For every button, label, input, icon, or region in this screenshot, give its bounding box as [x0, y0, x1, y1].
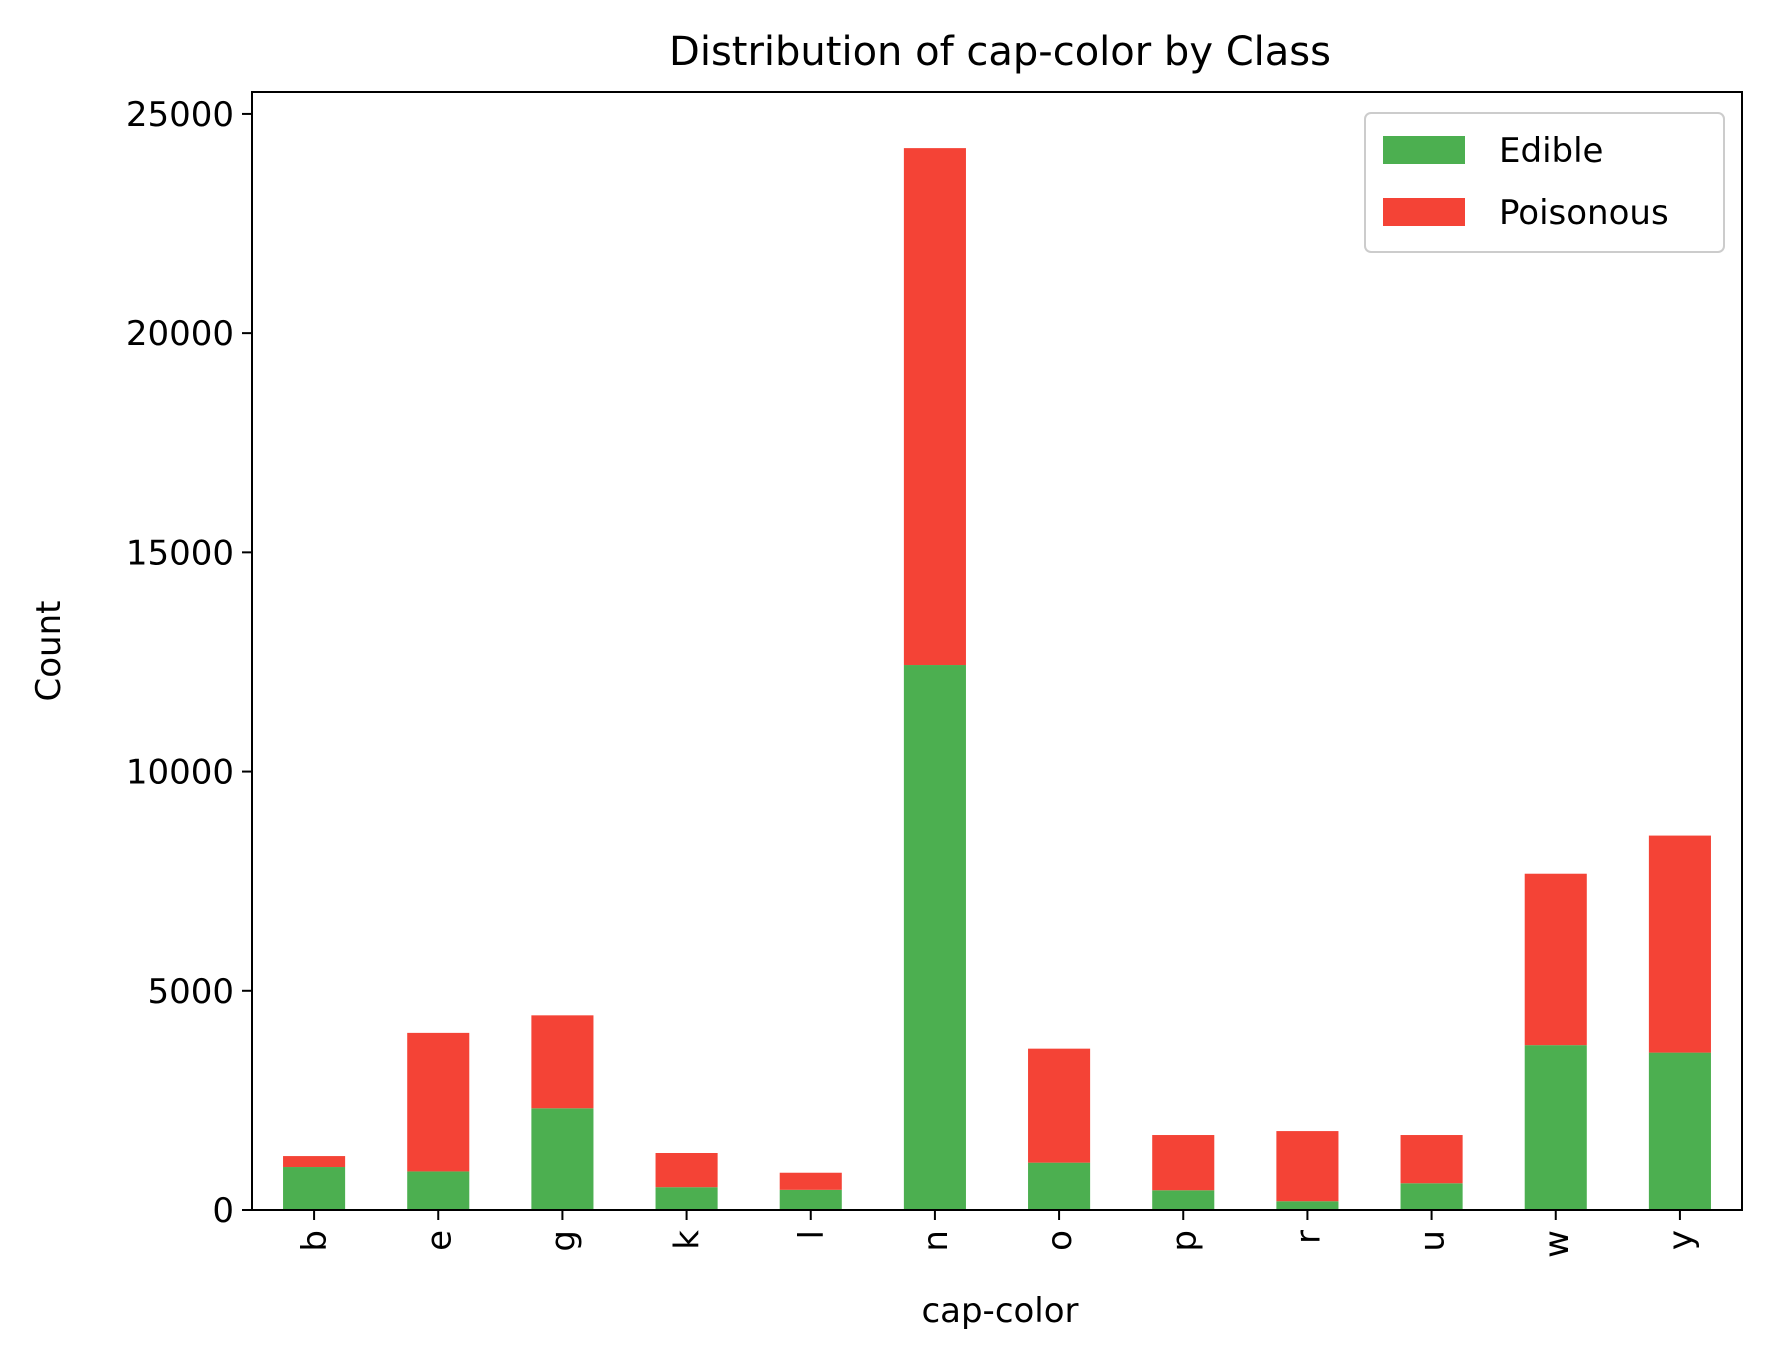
legend-swatch-poisonous	[1383, 198, 1465, 226]
y-tick-label: 15000	[126, 533, 234, 573]
x-tick-label-p: p	[1164, 1230, 1204, 1252]
bar-edible-u	[1400, 1183, 1463, 1210]
bar-edible-p	[1152, 1190, 1215, 1210]
legend-swatch-edible	[1383, 136, 1465, 164]
x-tick-label-e: e	[419, 1230, 459, 1251]
bar-edible-y	[1648, 1052, 1711, 1210]
x-tick-label-o: o	[1040, 1230, 1080, 1251]
bar-poisonous-w	[1524, 873, 1587, 1046]
plot-frame	[251, 91, 1743, 1211]
bar-poisonous-k	[655, 1153, 718, 1188]
y-tick-label: 5000	[147, 972, 234, 1012]
x-tick-label-w: w	[1537, 1230, 1577, 1258]
legend-label-edible: Edible	[1499, 131, 1603, 171]
bars-layer	[283, 148, 1711, 1210]
y-tick-label: 0	[212, 1191, 234, 1231]
bar-edible-o	[1028, 1162, 1091, 1210]
bar-edible-n	[903, 665, 966, 1210]
bar-edible-r	[1276, 1201, 1339, 1210]
y-axis-label: Count	[29, 601, 69, 702]
x-tick-label-u: u	[1413, 1230, 1453, 1252]
bar-poisonous-p	[1152, 1135, 1215, 1191]
bar-edible-k	[655, 1187, 718, 1210]
bar-poisonous-l	[779, 1172, 842, 1190]
bar-edible-e	[407, 1171, 470, 1210]
bar-edible-b	[283, 1167, 346, 1210]
bar-poisonous-g	[531, 1015, 594, 1109]
x-axis-label: cap-color	[921, 1291, 1078, 1331]
bar-edible-w	[1524, 1045, 1587, 1210]
legend: Edible Poisonous	[1364, 112, 1725, 253]
legend-label-poisonous: Poisonous	[1499, 193, 1669, 233]
x-tick-label-g: g	[543, 1230, 583, 1252]
y-tick-label: 10000	[126, 753, 234, 793]
y-tick-label: 20000	[126, 314, 234, 354]
x-tick-label-k: k	[668, 1230, 708, 1250]
x-tick-label-n: n	[916, 1230, 956, 1252]
bar-poisonous-r	[1276, 1131, 1339, 1202]
x-tick-label-b: b	[295, 1230, 335, 1252]
bar-poisonous-e	[407, 1032, 470, 1172]
bar-poisonous-y	[1648, 835, 1711, 1053]
x-tick-label-y: y	[1661, 1230, 1701, 1250]
bar-edible-l	[779, 1189, 842, 1210]
bar-poisonous-b	[283, 1156, 346, 1168]
x-tick-label-l: l	[792, 1230, 832, 1239]
chart-title: Distribution of cap-color by Class	[669, 29, 1331, 75]
bar-poisonous-u	[1400, 1135, 1463, 1184]
bar-edible-g	[531, 1108, 594, 1210]
x-tick-label-r: r	[1288, 1230, 1328, 1244]
bar-poisonous-o	[1028, 1048, 1091, 1163]
axes-layer: 0 5000 10000 15000 20000 25000 b e g k l n o p r u w y	[126, 91, 1743, 1258]
bar-poisonous-n	[903, 148, 966, 666]
y-tick-label: 25000	[126, 95, 234, 135]
